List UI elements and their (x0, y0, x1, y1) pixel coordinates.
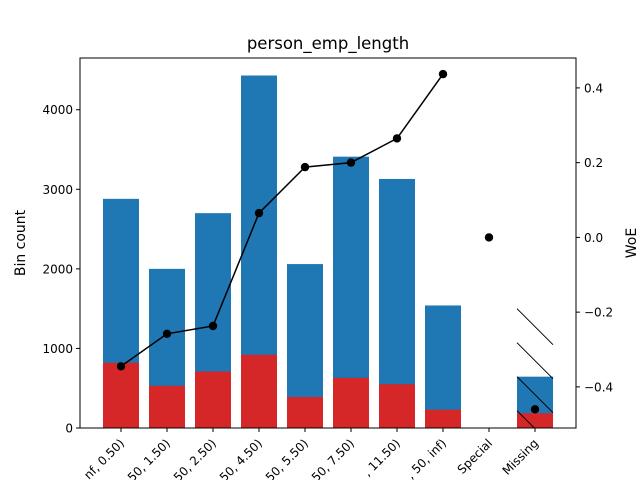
x-tick-label: 50, 2.50) (171, 436, 219, 480)
woe-point (346, 158, 356, 167)
y2-tick-label: 0.2 (584, 156, 603, 170)
y2-tick-label: 0.4 (584, 81, 603, 95)
x-tick-label: , 50, inf) (404, 436, 450, 480)
bars-group (103, 75, 554, 428)
bar-event (517, 413, 553, 428)
plot-frame (79, 57, 577, 429)
y-tick-label: 4000 (42, 103, 73, 117)
bar-event (379, 384, 415, 428)
y-tick-label: 0 (65, 422, 73, 436)
bar-hatch-line (516, 410, 536, 428)
x-tick-label: 50, 5.50) (263, 436, 311, 480)
bar-hatch-line (516, 308, 554, 346)
woe-point (116, 362, 126, 371)
woe-point (530, 405, 540, 414)
y-tick-label: 1000 (42, 342, 73, 356)
x-tick-label: Special (455, 436, 495, 476)
y2-tick-label: −0.4 (584, 380, 613, 394)
bar-event (333, 377, 369, 428)
bar-event (241, 354, 277, 428)
woe-point (392, 134, 402, 143)
x-tick-label: , 11.50) (360, 436, 403, 479)
y2-tick-label: 0.0 (584, 231, 603, 245)
y2-axis-label: WoE (624, 228, 640, 258)
chart-title: person_emp_length (247, 34, 409, 54)
x-axis: nf, 0.50)50, 1.50)50, 2.50)50, 4.50)50, … (81, 428, 541, 480)
woe-point (254, 208, 264, 218)
x-tick-label: 50, 7.50) (309, 436, 357, 480)
woe-layer (116, 69, 540, 414)
woe-point (208, 321, 218, 331)
woe-line (120, 73, 444, 367)
x-tick-label: Missing (500, 436, 542, 478)
y-tick-label: 2000 (42, 262, 73, 276)
y-axis-right: −0.4 −0.2 0.0 0.2 0.4 (576, 81, 613, 394)
bar-event (103, 362, 139, 428)
bar-hatch-line (516, 376, 554, 414)
bar-event (425, 409, 461, 428)
y2-tick-label: −0.2 (584, 306, 613, 320)
x-tick-label: nf, 0.50) (81, 436, 127, 480)
woe-point (438, 69, 448, 79)
bar-event (149, 385, 185, 428)
x-tick-label: 50, 4.50) (217, 436, 265, 480)
woe-point (484, 233, 494, 242)
y-axis-left: 0 1000 2000 3000 4000 (42, 103, 80, 436)
y-tick-label: 3000 (42, 183, 73, 197)
bar-hatch-line (516, 342, 554, 380)
bar-event (287, 396, 323, 428)
x-tick-label: 50, 1.50) (125, 436, 173, 480)
bar-event (195, 371, 231, 428)
bar-non-event (425, 305, 461, 428)
y-axis-label: Bin count (13, 209, 29, 276)
woe-point (300, 162, 310, 172)
woe-point (162, 329, 172, 338)
